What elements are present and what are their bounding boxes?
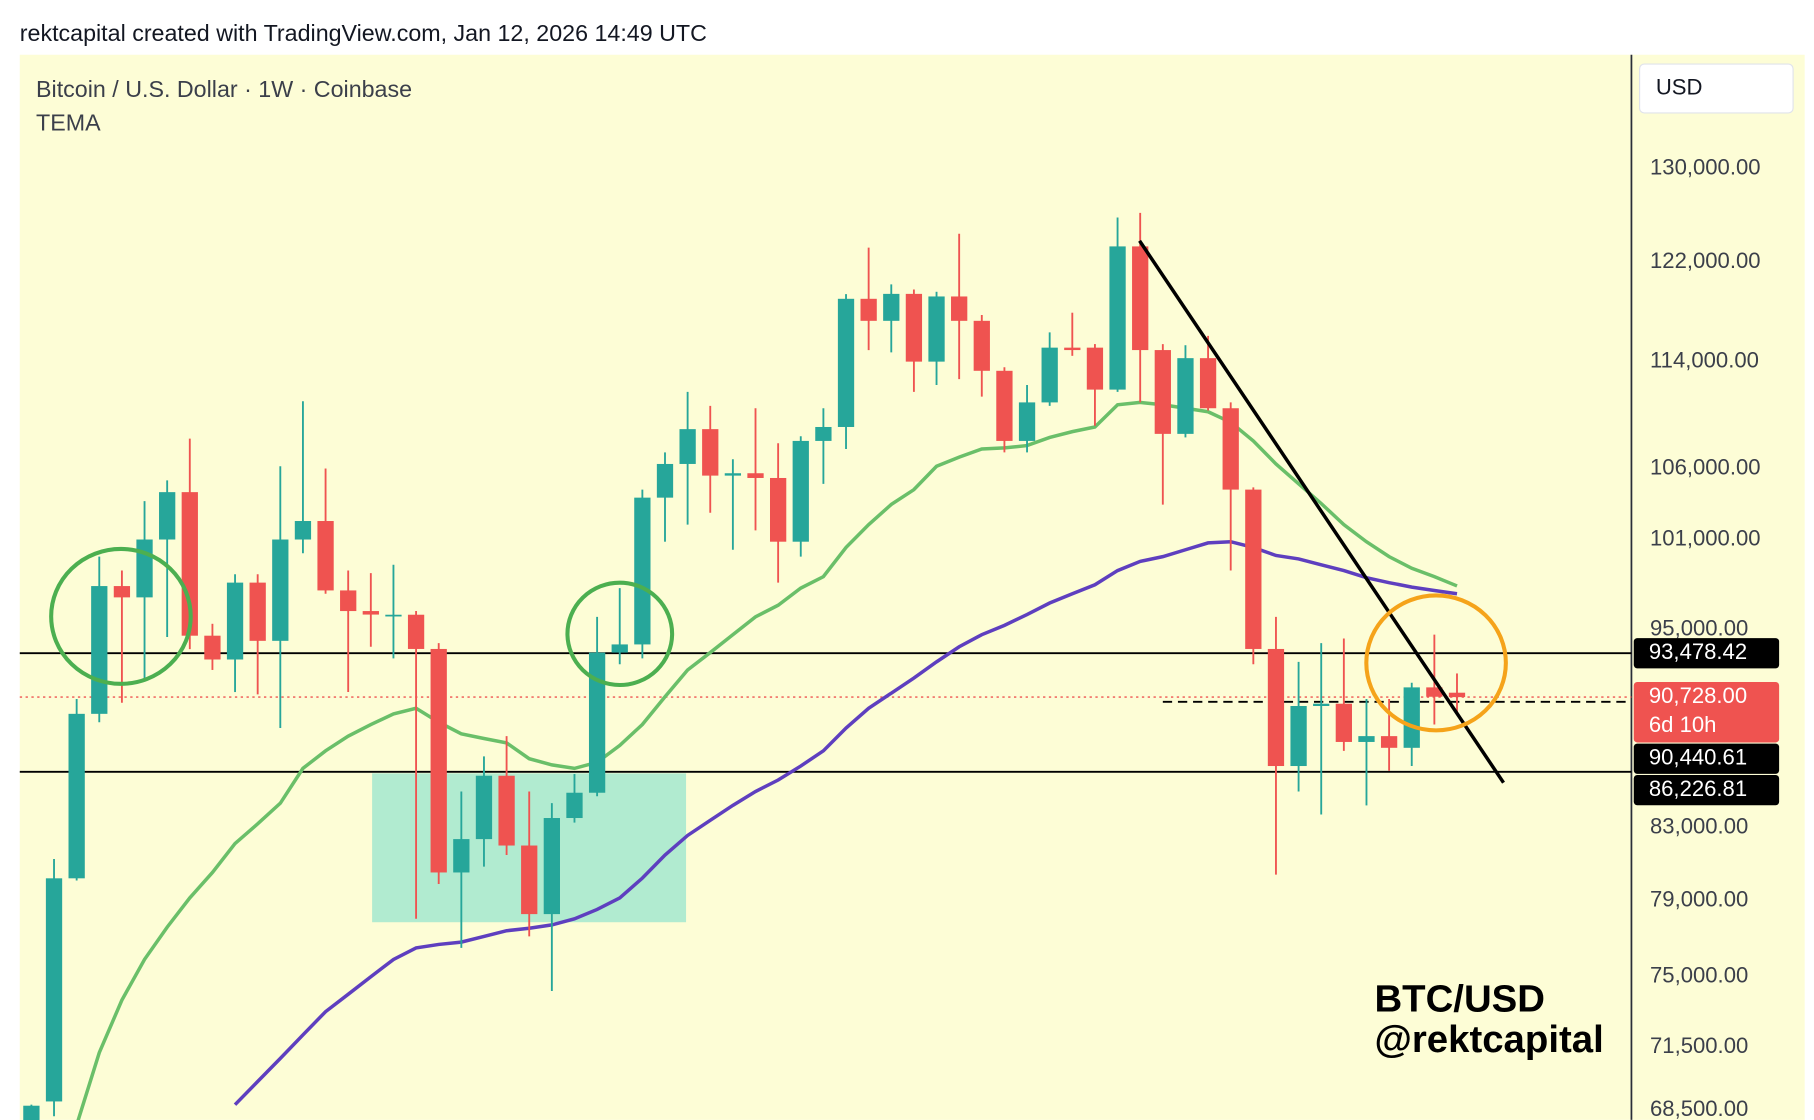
candle-body	[566, 792, 583, 819]
candle-body	[1403, 687, 1420, 748]
watermark: @rektcapital	[1374, 1018, 1603, 1061]
candle-body	[23, 1105, 40, 1120]
candle-body	[521, 845, 538, 915]
candle-body	[702, 429, 719, 476]
candle-body	[792, 440, 809, 542]
attribution: rektcapital created with TradingView.com…	[20, 20, 707, 46]
price-label-box	[1633, 638, 1780, 669]
highlight-circle	[1364, 593, 1508, 733]
candle-body	[385, 614, 402, 617]
candle-body	[1018, 402, 1036, 441]
price-label-box	[1633, 775, 1780, 806]
candle-body	[634, 497, 651, 645]
y-tick-label: 114,000.00	[1650, 347, 1759, 372]
candle-body	[226, 582, 244, 660]
candle-body	[543, 818, 560, 915]
candle-body	[91, 586, 108, 714]
price-label: 86,226.81	[1649, 776, 1747, 801]
y-tick-label: 75,000.00	[1650, 963, 1748, 988]
y-tick-label: 79,000.00	[1650, 886, 1748, 911]
candle-body	[724, 473, 742, 476]
candle-body	[905, 293, 923, 362]
candle-body	[1380, 736, 1398, 748]
candle-body	[996, 370, 1013, 441]
candle-body	[1199, 358, 1217, 409]
y-tick-label: 122,000.00	[1650, 248, 1761, 273]
candle-body	[973, 320, 990, 371]
candle-body	[1448, 692, 1466, 698]
candle-body	[611, 644, 628, 653]
y-tick-label: 83,000.00	[1650, 814, 1748, 839]
currency-label[interactable]: USD	[1656, 74, 1703, 99]
candle-body	[453, 839, 470, 873]
y-tick-label: 95,000.00	[1650, 615, 1748, 640]
y-tick-label: 101,000.00	[1650, 525, 1761, 550]
candle-body	[317, 521, 334, 591]
candle-body	[747, 473, 764, 478]
candle-body	[113, 586, 131, 598]
candle-body	[1290, 705, 1307, 767]
candle-body	[815, 426, 832, 441]
price-label: 90,440.61	[1649, 745, 1747, 770]
candle-body	[362, 611, 379, 615]
candle-body	[1154, 350, 1171, 434]
candle-body	[249, 582, 266, 641]
candle-body	[1177, 358, 1194, 434]
candle-body	[769, 477, 787, 542]
candle-body	[340, 590, 357, 612]
price-label-box	[1633, 743, 1780, 774]
candle-body	[1335, 703, 1352, 742]
candle-body	[1041, 347, 1058, 403]
candle-body	[1132, 246, 1149, 351]
candle-body	[45, 878, 63, 1102]
candle-body	[588, 652, 606, 793]
candle-body	[1109, 246, 1126, 390]
candle-body	[475, 775, 493, 840]
indicator-label: TEMA	[36, 110, 101, 136]
candle-body	[679, 429, 696, 464]
candle-body	[1267, 648, 1285, 767]
candle-body	[837, 298, 855, 427]
chart-title: Bitcoin / U.S. Dollar · 1W · Coinbase	[36, 76, 412, 102]
countdown-label: 6d 10h	[1649, 712, 1717, 737]
candle-body	[294, 521, 312, 540]
candle-body	[68, 713, 85, 879]
price-label-box	[1633, 681, 1780, 743]
candle-body	[181, 492, 198, 636]
highlight-circle	[565, 580, 675, 688]
candle-body	[860, 298, 877, 321]
price-label: 93,478.42	[1649, 639, 1747, 664]
candle-body	[1064, 347, 1081, 351]
y-tick-label: 68,500.00	[1650, 1096, 1748, 1120]
candle-body	[136, 539, 153, 598]
trendline	[1138, 239, 1505, 784]
candle-body	[1222, 408, 1239, 490]
axis-background	[1631, 54, 1805, 1120]
candle-body	[951, 296, 968, 321]
candle-body	[1313, 703, 1330, 706]
candle-body	[204, 635, 221, 660]
candle-body	[1245, 489, 1262, 649]
candle-body	[498, 775, 515, 846]
y-tick-label: 130,000.00	[1650, 154, 1761, 179]
currency-box[interactable]	[1638, 63, 1794, 114]
candle-body	[656, 463, 674, 498]
y-tick-label: 71,500.00	[1650, 1033, 1748, 1058]
candle-body	[159, 492, 176, 540]
candle-body	[883, 293, 900, 321]
watermark: BTC/USD	[1374, 977, 1544, 1020]
y-tick-label: 106,000.00	[1650, 454, 1761, 479]
candle-body	[1086, 347, 1104, 390]
candle-body	[407, 614, 425, 649]
highlight-circle	[49, 546, 193, 686]
candle-body	[1426, 687, 1443, 697]
candle-body	[272, 539, 289, 641]
candle-body	[1358, 736, 1375, 742]
candle-body	[430, 648, 447, 873]
candle-body	[928, 296, 945, 362]
price-label: 90,728.00	[1649, 683, 1747, 708]
